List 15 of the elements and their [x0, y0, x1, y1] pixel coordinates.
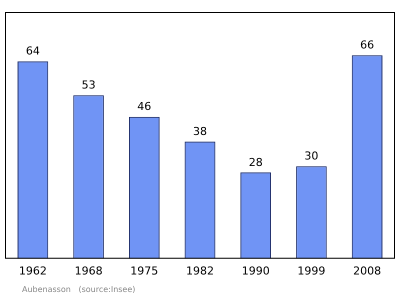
x-tick-label: 1999 — [297, 264, 326, 278]
x-tick-label: 1962 — [18, 264, 47, 278]
x-tick-label: 1975 — [130, 264, 158, 278]
x-tick-label: 1982 — [186, 264, 214, 278]
data-label: 46 — [137, 100, 152, 114]
x-tick-label: 2008 — [353, 264, 382, 278]
data-label: 30 — [304, 150, 318, 163]
data-label: 38 — [193, 124, 207, 138]
text: Aubenasson (source:Insee) — [22, 285, 136, 294]
data-label: 28 — [248, 156, 263, 169]
x-tick-label: 1968 — [74, 264, 103, 278]
data-label: 66 — [360, 38, 374, 52]
x-tick-label: 1990 — [242, 264, 270, 278]
data-label: 64 — [26, 44, 40, 58]
data-label: 53 — [82, 78, 96, 92]
